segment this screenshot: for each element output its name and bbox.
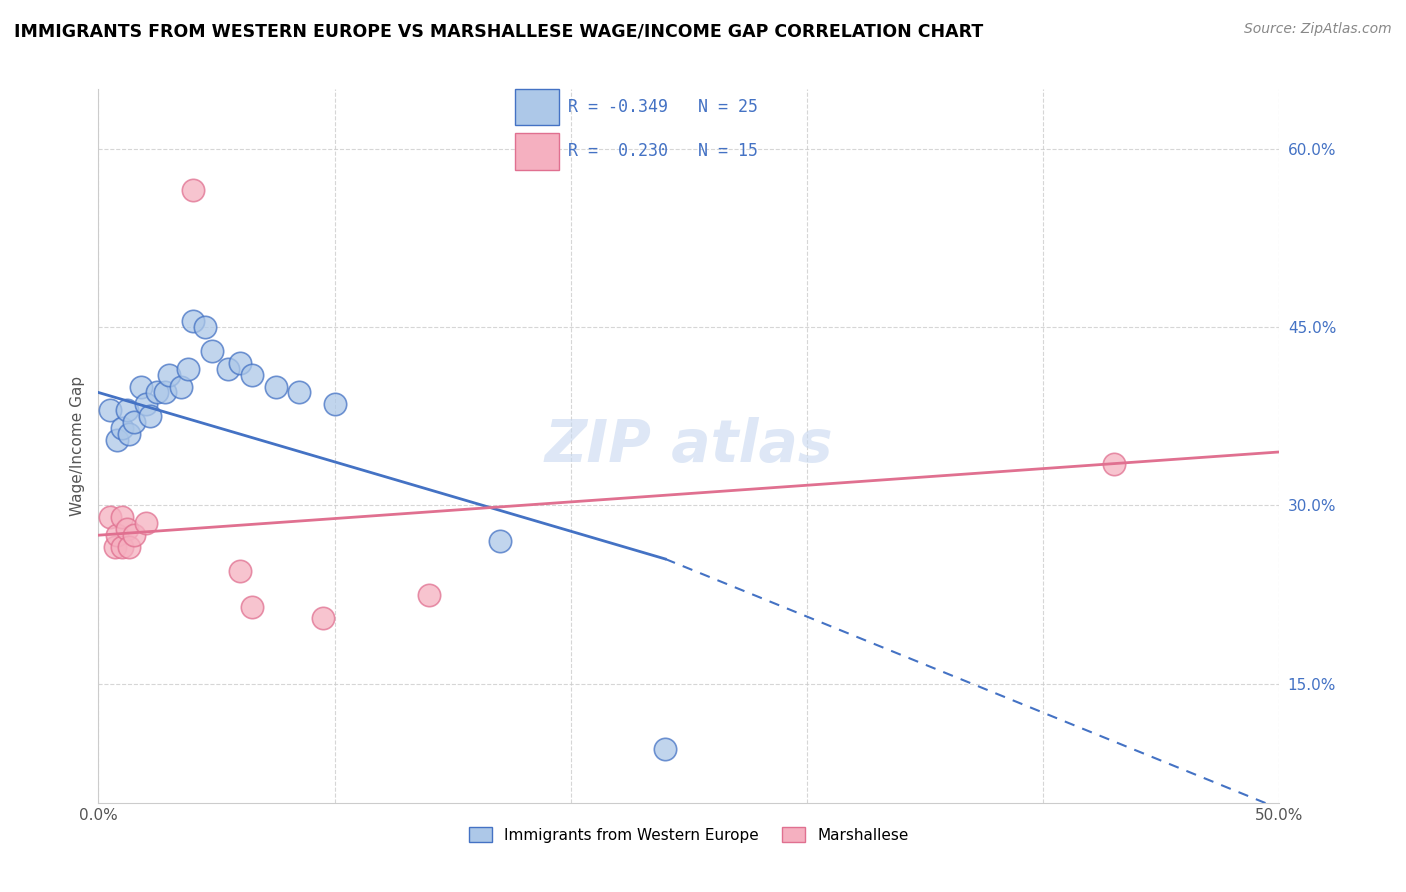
Point	[323, 397, 346, 411]
Point	[98, 510, 121, 524]
FancyBboxPatch shape	[516, 89, 558, 126]
Point	[115, 403, 138, 417]
Point	[135, 516, 157, 531]
Point	[111, 540, 134, 554]
Point	[122, 528, 145, 542]
Point	[201, 343, 224, 358]
Point	[177, 361, 200, 376]
Point	[217, 361, 239, 376]
Point	[111, 510, 134, 524]
Text: R = -0.349   N = 25: R = -0.349 N = 25	[568, 98, 758, 116]
Point	[489, 534, 512, 549]
FancyBboxPatch shape	[516, 133, 558, 169]
Point	[170, 379, 193, 393]
Point	[240, 599, 263, 614]
Point	[135, 397, 157, 411]
Point	[129, 379, 152, 393]
Point	[264, 379, 287, 393]
Point	[105, 433, 128, 447]
Point	[111, 421, 134, 435]
Point	[654, 742, 676, 756]
Point	[153, 385, 176, 400]
Text: ZIP atlas: ZIP atlas	[544, 417, 834, 475]
Point	[157, 368, 180, 382]
Point	[288, 385, 311, 400]
Text: Source: ZipAtlas.com: Source: ZipAtlas.com	[1244, 22, 1392, 37]
Point	[122, 415, 145, 429]
Point	[98, 403, 121, 417]
Point	[139, 409, 162, 424]
Text: R =  0.230   N = 15: R = 0.230 N = 15	[568, 142, 758, 160]
Legend: Immigrants from Western Europe, Marshallese: Immigrants from Western Europe, Marshall…	[463, 821, 915, 848]
Point	[1102, 457, 1125, 471]
Point	[118, 540, 141, 554]
Point	[194, 320, 217, 334]
Point	[115, 522, 138, 536]
Point	[229, 564, 252, 578]
Y-axis label: Wage/Income Gap: Wage/Income Gap	[70, 376, 86, 516]
Point	[181, 183, 204, 197]
Point	[181, 314, 204, 328]
Point	[146, 385, 169, 400]
Point	[104, 540, 127, 554]
Point	[118, 427, 141, 442]
Point	[240, 368, 263, 382]
Point	[418, 588, 440, 602]
Point	[229, 356, 252, 370]
Text: IMMIGRANTS FROM WESTERN EUROPE VS MARSHALLESE WAGE/INCOME GAP CORRELATION CHART: IMMIGRANTS FROM WESTERN EUROPE VS MARSHA…	[14, 22, 983, 40]
Point	[105, 528, 128, 542]
Point	[312, 611, 335, 625]
